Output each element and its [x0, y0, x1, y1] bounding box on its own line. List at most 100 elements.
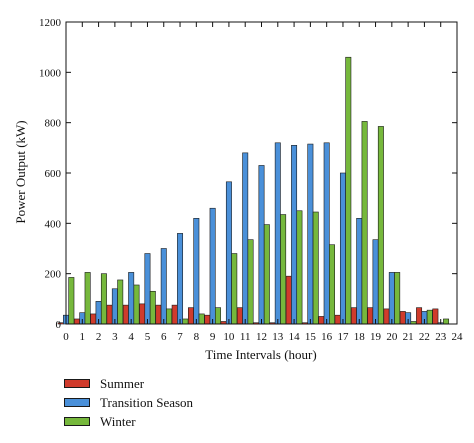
legend-swatch-winter: [64, 417, 90, 426]
x-tick-label-12: 12: [256, 331, 267, 343]
bar-summer-3: [106, 304, 113, 325]
y-tick-label-800: 800: [45, 118, 62, 130]
bar-transition-season-11: [242, 152, 249, 325]
bar-transition-season-7: [177, 233, 184, 325]
x-tick-label-15: 15: [305, 331, 317, 343]
x-tick-label-11: 11: [240, 331, 251, 343]
bar-winter-18: [361, 121, 368, 325]
bar-winter-0: [68, 277, 75, 325]
bar-summer-16: [318, 316, 325, 325]
bar-summer-4: [122, 304, 129, 325]
bar-summer-14: [285, 275, 292, 325]
x-tick-label-0: 0: [63, 331, 69, 343]
legend-label-summer: Summer: [100, 375, 145, 391]
x-tick-label-18: 18: [354, 331, 366, 343]
bar-transition-season-14: [291, 145, 298, 325]
y-tick-label-1000: 1000: [39, 67, 62, 79]
y-tick-label-400: 400: [45, 218, 62, 230]
bar-summer-1: [73, 318, 80, 325]
x-tick-label-20: 20: [386, 331, 398, 343]
x-tick-label-19: 19: [370, 331, 382, 343]
bar-winter-5: [149, 290, 156, 325]
bar-transition-season-8: [193, 218, 200, 325]
bar-winter-6: [166, 308, 173, 325]
bar-transition-season-4: [128, 272, 135, 325]
legend-label-winter: Winter: [100, 413, 136, 429]
bar-transition-season-15: [307, 143, 314, 325]
bar-winter-1: [84, 272, 91, 325]
x-tick-label-5: 5: [145, 331, 151, 343]
bar-summer-9: [204, 314, 211, 325]
x-tick-label-10: 10: [223, 331, 235, 343]
x-tick-label-1: 1: [80, 331, 86, 343]
x-tick-label-7: 7: [177, 331, 183, 343]
bar-winter-11: [247, 239, 254, 325]
bar-transition-season-16: [323, 142, 330, 325]
bar-summer-2: [90, 313, 97, 325]
bar-winter-8: [198, 313, 205, 325]
x-tick-label-4: 4: [128, 331, 134, 343]
bar-summer-23: [432, 308, 439, 325]
x-tick-label-21: 21: [403, 331, 414, 343]
bar-transition-season-19: [372, 239, 379, 325]
bar-transition-season-10: [225, 181, 232, 325]
x-tick-label-9: 9: [210, 331, 216, 343]
bar-winter-3: [117, 279, 124, 325]
bar-transition-season-9: [209, 207, 216, 325]
bar-summer-8: [188, 307, 194, 325]
bar-transition-season-13: [274, 142, 281, 325]
legend-item-summer: Summer: [64, 374, 193, 393]
bar-winter-17: [345, 56, 352, 325]
bar-summer-7: [171, 304, 178, 325]
x-tick-label-23: 23: [435, 331, 447, 343]
bar-summer-22: [416, 307, 423, 325]
y-axis-label: Power Output (kW): [13, 120, 28, 223]
legend: Summer Transition Season Winter: [64, 374, 193, 431]
x-tick-label-13: 13: [272, 331, 284, 343]
legend-swatch-summer: [64, 379, 90, 388]
bar-winter-19: [377, 126, 384, 325]
bar-summer-5: [139, 303, 146, 325]
bar-winter-13: [280, 214, 287, 325]
bar-transition-season-3: [111, 288, 118, 325]
y-tick-label-200: 200: [45, 269, 62, 281]
bar-winter-16: [329, 244, 335, 325]
bar-winter-10: [231, 253, 238, 325]
bar-transition-season-17: [339, 172, 346, 325]
bar-winter-14: [296, 210, 303, 325]
x-tick-label-17: 17: [337, 331, 349, 343]
bar-transition-season-12: [258, 165, 265, 325]
bar-summer-20: [383, 308, 390, 325]
bar-winter-22: [426, 309, 433, 325]
x-tick-label-8: 8: [194, 331, 200, 343]
bar-summer-21: [399, 311, 406, 325]
bar-summer-18: [350, 307, 357, 325]
bar-winter-23: [443, 318, 450, 325]
x-tick-label-24: 24: [452, 331, 464, 343]
bar-transition-season-5: [144, 253, 151, 325]
bar-winter-7: [182, 318, 189, 325]
bar-winter-15: [312, 211, 319, 325]
bar-summer-6: [155, 304, 162, 325]
bar-winter-4: [133, 284, 140, 325]
bar-summer-17: [334, 314, 341, 325]
x-tick-label-22: 22: [419, 331, 430, 343]
x-tick-label-14: 14: [289, 331, 301, 343]
y-tick-label-0: 0: [56, 319, 62, 331]
bar-transition-season-20: [388, 272, 395, 325]
legend-swatch-transition-season: [64, 398, 90, 407]
y-tick-label-1200: 1200: [39, 17, 62, 29]
bars: [57, 56, 450, 325]
x-tick-label-2: 2: [96, 331, 102, 343]
bar-summer-11: [236, 307, 243, 325]
legend-item-winter: Winter: [64, 412, 193, 431]
bar-summer-19: [367, 307, 374, 325]
bar-winter-12: [263, 224, 270, 325]
legend-label-transition-season: Transition Season: [100, 394, 194, 410]
x-tick-label-16: 16: [321, 331, 333, 343]
bar-transition-season-6: [160, 248, 167, 325]
bar-winter-2: [100, 273, 107, 325]
x-tick-label-3: 3: [112, 331, 118, 343]
